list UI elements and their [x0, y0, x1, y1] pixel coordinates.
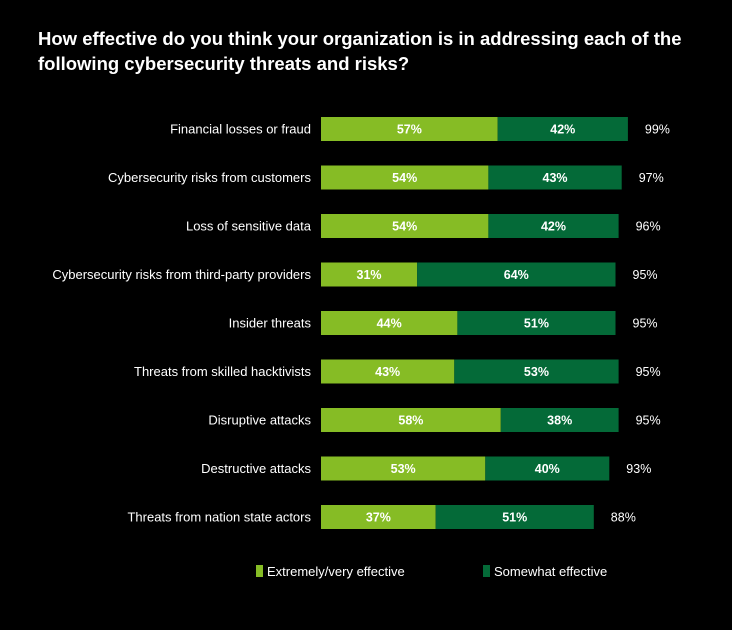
bar-segment-somewhat	[457, 311, 616, 335]
data-label: 51%	[524, 317, 549, 331]
data-label: 58%	[398, 414, 423, 428]
data-label: 43%	[375, 365, 400, 379]
data-label: 42%	[550, 123, 575, 137]
bar-segment-somewhat	[488, 165, 622, 190]
category-label: Threats from skilled hacktivists	[134, 364, 311, 379]
bar-segment-extremely-very	[321, 214, 489, 238]
total-label: 99%	[645, 123, 670, 137]
bar-segment-somewhat	[485, 456, 610, 481]
total-label: 95%	[633, 317, 658, 331]
data-label: 51%	[502, 511, 527, 525]
total-label: 95%	[636, 414, 661, 428]
data-label: 31%	[357, 268, 382, 282]
data-label: 37%	[366, 511, 391, 525]
total-label: 97%	[639, 171, 664, 185]
bar-segment-extremely-very	[321, 359, 455, 384]
total-label: 93%	[626, 462, 651, 476]
bar-segment-extremely-very	[321, 505, 436, 529]
data-label: 44%	[377, 317, 402, 331]
data-label: 53%	[391, 462, 416, 476]
category-label: Financial losses or fraud	[170, 122, 311, 137]
bar-segment-somewhat	[488, 214, 619, 238]
bar-segment-somewhat	[500, 408, 619, 432]
bar-segment-extremely-very	[321, 165, 489, 190]
data-label: 40%	[535, 462, 560, 476]
data-label: 42%	[541, 220, 566, 234]
bar-segment-extremely-very	[321, 117, 498, 141]
chart-title: How effective do you think your organiza…	[38, 28, 682, 74]
bar-segment-somewhat	[497, 117, 628, 141]
legend-label: Extremely/very effective	[267, 564, 405, 579]
bar-segment-extremely-very	[321, 262, 418, 287]
legend-swatch	[256, 565, 263, 577]
data-label: 38%	[547, 414, 572, 428]
data-label: 57%	[397, 123, 422, 137]
bar-segment-somewhat	[417, 262, 616, 287]
data-label: 64%	[504, 268, 529, 282]
category-label: Insider threats	[229, 316, 312, 331]
data-label: 53%	[524, 365, 549, 379]
total-label: 96%	[636, 220, 661, 234]
data-label: 43%	[543, 171, 568, 185]
total-label: 88%	[611, 511, 636, 525]
legend-label: Somewhat effective	[494, 564, 607, 579]
category-label: Cybersecurity risks from customers	[108, 170, 311, 185]
data-label: 54%	[392, 220, 417, 234]
category-label: Disruptive attacks	[208, 413, 311, 428]
category-label: Cybersecurity risks from third-party pro…	[52, 267, 311, 282]
data-label: 54%	[392, 171, 417, 185]
legend-swatch	[483, 565, 490, 577]
category-label: Threats from nation state actors	[127, 510, 311, 525]
bar-segment-extremely-very	[321, 408, 501, 432]
total-label: 95%	[636, 365, 661, 379]
category-label: Destructive attacks	[201, 461, 311, 476]
total-label: 95%	[633, 268, 658, 282]
category-label: Loss of sensitive data	[186, 219, 312, 234]
bar-segment-extremely-very	[321, 311, 458, 335]
bar-segment-extremely-very	[321, 456, 486, 481]
bar-segment-somewhat	[454, 359, 619, 384]
bar-segment-somewhat	[435, 505, 594, 529]
